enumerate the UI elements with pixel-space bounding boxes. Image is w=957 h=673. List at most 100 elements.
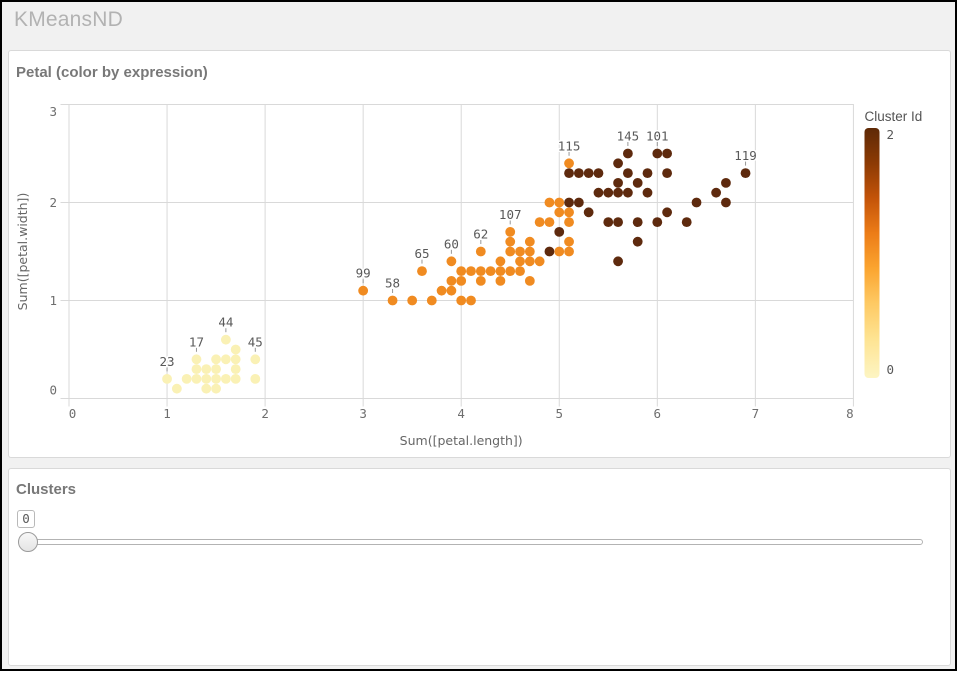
data-point[interactable] [230, 354, 241, 365]
data-point[interactable] [358, 285, 369, 296]
data-point[interactable] [642, 187, 653, 198]
slider-handle[interactable] [17, 531, 38, 552]
data-point[interactable] [564, 158, 574, 169]
data-point[interactable] [681, 217, 692, 228]
data-point[interactable] [211, 383, 221, 394]
data-point[interactable] [652, 148, 663, 159]
data-point[interactable] [475, 246, 486, 257]
data-point[interactable] [524, 236, 535, 247]
data-point[interactable] [515, 246, 525, 257]
data-point[interactable] [230, 344, 241, 355]
data-point[interactable] [564, 236, 574, 247]
data-point[interactable] [534, 256, 545, 267]
data-point[interactable] [554, 246, 565, 257]
data-point[interactable] [220, 374, 231, 384]
data-point[interactable] [652, 217, 663, 228]
data-point[interactable] [201, 364, 212, 374]
data-point[interactable] [632, 178, 643, 188]
data-point[interactable] [495, 266, 506, 276]
data-point[interactable] [613, 187, 623, 198]
data-point[interactable] [622, 148, 633, 159]
data-point[interactable] [230, 364, 241, 374]
data-point[interactable] [505, 246, 516, 257]
data-point[interactable] [583, 207, 594, 218]
data-point[interactable] [573, 197, 584, 208]
data-point[interactable] [495, 276, 506, 286]
data-point[interactable] [632, 236, 643, 247]
data-point[interactable] [426, 295, 437, 306]
data-point[interactable] [446, 256, 457, 267]
data-point[interactable] [524, 276, 535, 286]
data-point[interactable] [554, 227, 565, 237]
data-point[interactable] [544, 197, 555, 208]
data-point[interactable] [475, 276, 486, 286]
data-point[interactable] [564, 217, 574, 228]
data-point[interactable] [564, 207, 574, 218]
data-point[interactable] [721, 178, 731, 188]
data-point[interactable] [554, 207, 565, 218]
data-point[interactable] [613, 158, 623, 169]
data-point[interactable] [505, 266, 516, 276]
data-point[interactable] [544, 217, 555, 228]
data-point[interactable] [201, 383, 212, 394]
data-point[interactable] [564, 246, 574, 257]
data-point[interactable] [456, 266, 467, 276]
data-point[interactable] [485, 266, 496, 276]
data-point[interactable] [250, 374, 261, 384]
data-point[interactable] [456, 295, 467, 306]
data-point[interactable] [201, 374, 212, 384]
data-point[interactable] [573, 168, 584, 179]
data-point[interactable] [446, 276, 457, 286]
data-point[interactable] [564, 197, 574, 208]
data-point[interactable] [622, 187, 633, 198]
data-point[interactable] [691, 197, 702, 208]
data-point[interactable] [220, 334, 231, 345]
data-point[interactable] [505, 236, 516, 247]
data-point[interactable] [622, 168, 633, 179]
data-point[interactable] [220, 354, 231, 365]
data-point[interactable] [642, 168, 653, 179]
data-point[interactable] [417, 266, 427, 276]
data-point[interactable] [603, 217, 614, 228]
slider-value-bubble[interactable]: 0 [17, 510, 35, 528]
data-point[interactable] [534, 217, 545, 228]
data-point[interactable] [554, 197, 565, 208]
data-point[interactable] [181, 374, 192, 384]
slider-track[interactable] [18, 539, 923, 545]
data-point[interactable] [211, 374, 221, 384]
data-point[interactable] [593, 187, 604, 198]
data-point[interactable] [230, 374, 241, 384]
data-point[interactable] [211, 364, 221, 374]
data-point[interactable] [603, 187, 614, 198]
data-point[interactable] [162, 374, 172, 384]
data-point[interactable] [436, 285, 447, 296]
data-point[interactable] [544, 246, 555, 257]
data-point[interactable] [632, 217, 643, 228]
data-point[interactable] [191, 374, 202, 384]
data-point[interactable] [456, 276, 467, 286]
data-point[interactable] [662, 207, 673, 218]
data-point[interactable] [475, 266, 486, 276]
data-point[interactable] [387, 295, 398, 306]
data-point[interactable] [171, 383, 182, 394]
data-point[interactable] [250, 354, 261, 365]
data-point[interactable] [466, 295, 476, 306]
data-point[interactable] [721, 197, 731, 208]
data-point[interactable] [515, 266, 525, 276]
data-point[interactable] [524, 246, 535, 257]
data-point[interactable] [191, 354, 202, 365]
data-point[interactable] [564, 168, 574, 179]
data-point[interactable] [613, 256, 623, 267]
data-point[interactable] [495, 256, 506, 267]
data-point[interactable] [446, 285, 457, 296]
data-point[interactable] [593, 168, 604, 179]
data-point[interactable] [613, 178, 623, 188]
data-point[interactable] [524, 256, 535, 267]
data-point[interactable] [711, 187, 722, 198]
data-point[interactable] [505, 227, 516, 237]
data-point[interactable] [662, 168, 673, 179]
data-point[interactable] [613, 217, 623, 228]
data-point[interactable] [407, 295, 418, 306]
data-point[interactable] [515, 256, 525, 267]
